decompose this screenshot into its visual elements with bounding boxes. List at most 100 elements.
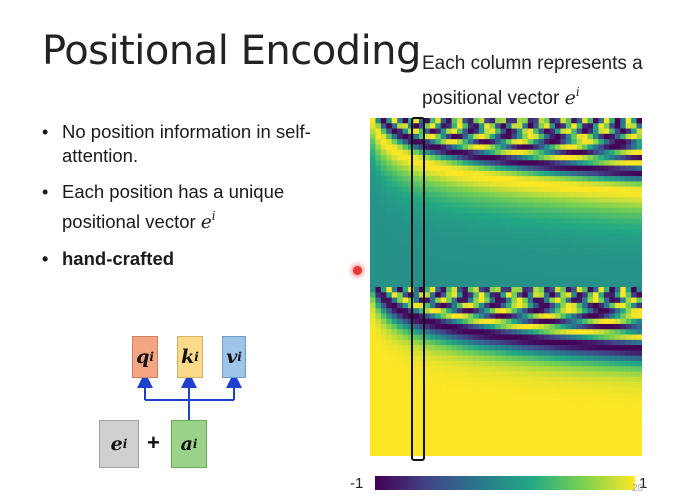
heatmap-cell xyxy=(636,265,642,272)
heatmap-cell xyxy=(625,260,632,267)
heatmap-cell xyxy=(424,413,431,420)
heatmap-cell xyxy=(527,271,534,278)
heatmap-cell xyxy=(429,366,436,373)
heatmap-cell xyxy=(593,144,600,151)
heatmap-cell xyxy=(527,445,534,452)
heatmap-cell xyxy=(582,170,589,177)
heatmap-cell xyxy=(522,287,529,293)
heatmap-cell xyxy=(614,197,621,204)
heatmap-cell xyxy=(625,218,632,225)
heatmap-cell xyxy=(614,228,621,235)
heatmap-cell xyxy=(386,160,393,167)
heatmap-cell xyxy=(609,339,616,346)
heatmap-cell xyxy=(435,339,442,346)
heatmap-cell xyxy=(603,329,610,336)
heatmap-cell xyxy=(631,223,638,230)
heatmap-cell xyxy=(593,181,600,188)
heatmap-cell xyxy=(522,429,529,436)
heatmap-cell xyxy=(620,440,627,447)
heatmap-cell xyxy=(636,281,642,288)
heatmap-cell xyxy=(467,213,474,219)
heatmap-cell xyxy=(506,419,513,425)
heatmap-cell xyxy=(391,181,398,188)
heatmap-cell xyxy=(462,271,469,278)
heatmap-cell xyxy=(571,382,578,388)
heatmap-cell xyxy=(582,281,589,288)
heatmap-cell xyxy=(380,329,387,336)
heatmap-cell xyxy=(435,223,442,230)
heatmap-cell xyxy=(571,202,578,209)
heatmap-cell xyxy=(386,376,393,383)
heatmap-cell xyxy=(544,197,551,204)
heatmap-cell xyxy=(598,181,605,188)
colorbar-max-label: 1 xyxy=(639,475,648,492)
heatmap-cell xyxy=(511,160,518,167)
heatmap-cell xyxy=(511,450,518,456)
heatmap-cell xyxy=(554,376,561,383)
heatmap-cell xyxy=(554,419,561,425)
heatmap-cell xyxy=(484,371,491,378)
heatmap-cell xyxy=(506,292,513,299)
heatmap-cell xyxy=(593,250,600,256)
heatmap-cell xyxy=(587,445,594,452)
heatmap-cell xyxy=(620,255,627,262)
heatmap-cell xyxy=(544,339,551,346)
heatmap-cell xyxy=(620,318,627,325)
heatmap-cell xyxy=(386,403,393,410)
heatmap-cell xyxy=(435,186,442,193)
heatmap-cell xyxy=(462,202,469,209)
heatmap-cell xyxy=(614,297,621,304)
heatmap-cell xyxy=(500,170,507,177)
heatmap-cell xyxy=(451,165,458,172)
heatmap-cell xyxy=(370,244,377,251)
heatmap-cell xyxy=(429,154,436,161)
heatmap-cell xyxy=(375,323,382,330)
heatmap-cell xyxy=(446,239,453,246)
heatmap-cell xyxy=(489,376,496,383)
heatmap-cell xyxy=(582,387,589,394)
heatmap-cell xyxy=(544,297,551,304)
heatmap-cell xyxy=(397,160,404,167)
heatmap-cell xyxy=(587,244,594,251)
heatmap-cell xyxy=(636,376,642,383)
heatmap-cell xyxy=(506,170,513,177)
heatmap-cell xyxy=(560,413,567,420)
heatmap-cell xyxy=(473,387,480,394)
heatmap-cell xyxy=(609,181,616,188)
heatmap-cell xyxy=(609,329,616,336)
heatmap-cell xyxy=(446,250,453,256)
heatmap-cell xyxy=(391,382,398,388)
heatmap-cell xyxy=(565,139,572,146)
heatmap-cell xyxy=(631,308,638,315)
heatmap-cell xyxy=(544,170,551,177)
heatmap-cell xyxy=(429,239,436,246)
heatmap-cell xyxy=(413,403,420,410)
heatmap-cell xyxy=(614,440,621,447)
heatmap-cell xyxy=(457,323,464,330)
heatmap-cell xyxy=(538,376,545,383)
heatmap-cell xyxy=(614,419,621,425)
heatmap-cell xyxy=(391,345,398,351)
heatmap-cell xyxy=(576,387,583,394)
heatmap-cell xyxy=(565,334,572,341)
heatmap-cell xyxy=(446,118,453,124)
heatmap-cell xyxy=(571,323,578,330)
heatmap-cell xyxy=(533,366,540,373)
heatmap-cell xyxy=(576,118,583,124)
heatmap-cell xyxy=(446,154,453,161)
heatmap-cell xyxy=(620,397,627,404)
heatmap-cell xyxy=(451,392,458,399)
heatmap-cell xyxy=(506,339,513,346)
heatmap-cell xyxy=(544,329,551,336)
heatmap-cell xyxy=(451,419,458,425)
heatmap-cell xyxy=(554,366,561,373)
heatmap-cell xyxy=(549,360,556,367)
heatmap-cell xyxy=(571,128,578,135)
heatmap-cell xyxy=(386,181,393,188)
heatmap-cell xyxy=(386,281,393,288)
heatmap-cell xyxy=(554,176,561,182)
heatmap-cell xyxy=(554,218,561,225)
heatmap-cell xyxy=(386,397,393,404)
heatmap-cell xyxy=(402,191,409,198)
heatmap-cell xyxy=(473,413,480,420)
